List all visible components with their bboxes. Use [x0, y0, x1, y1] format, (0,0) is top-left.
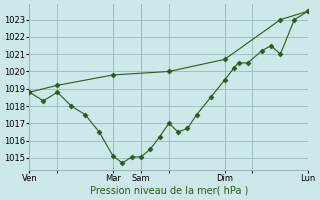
X-axis label: Pression niveau de la mer( hPa ): Pression niveau de la mer( hPa ) — [90, 186, 248, 196]
